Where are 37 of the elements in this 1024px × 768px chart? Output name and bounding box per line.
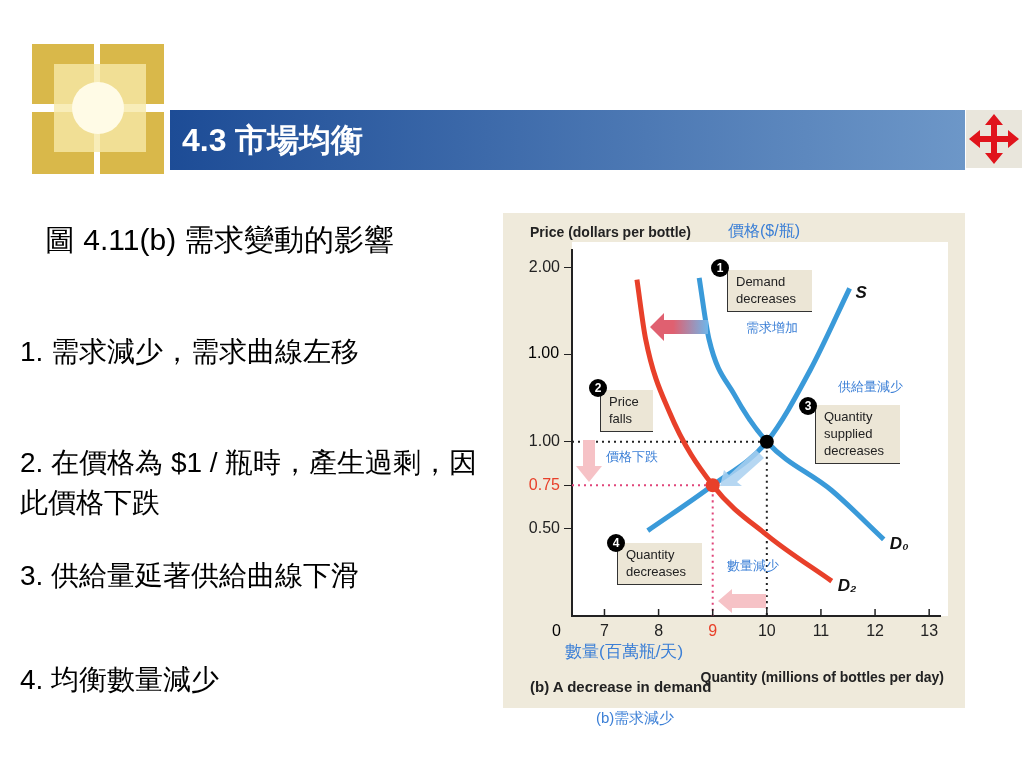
x-tick-label: 13 — [920, 622, 939, 640]
annotation: 2 — [589, 379, 607, 397]
annotation: 1 — [711, 259, 729, 277]
x-tick-label: 7 — [600, 622, 610, 640]
y-tick-label: 0.75 — [528, 475, 561, 493]
x-tick-label: 11 — [812, 622, 830, 640]
y-tick-label: 0.50 — [528, 519, 561, 537]
series-label: D₂ — [837, 576, 858, 596]
annotation: 3 — [799, 397, 817, 415]
annotation: 4 — [607, 534, 625, 552]
text: 價格($/瓶) — [728, 221, 800, 241]
series-label: D₀ — [889, 534, 909, 554]
series-label: S — [855, 283, 868, 303]
y-tick-label: 1.00 — [528, 432, 561, 450]
text: 數量(百萬瓶/天) — [565, 641, 684, 663]
annotation: 需求增加 — [746, 319, 798, 337]
x-tick-label: 8 — [654, 622, 664, 640]
y-tick-label: 2.00 — [528, 257, 561, 275]
text: 1. 需求減少，需求曲線左移 — [20, 335, 361, 369]
annotation: 價格下跌 — [606, 448, 658, 466]
text: 0 — [552, 622, 561, 640]
annotation: Demand decreases — [727, 270, 812, 312]
annotation: 供給量減少 — [838, 378, 903, 396]
text: 4. 均衡數量減少 — [20, 663, 221, 697]
annotation: Price falls — [600, 390, 653, 432]
text: 4.3 市場均衡 — [182, 121, 364, 160]
text: 2. 在價格為 $1 / 瓶時，產生過剩，因此價格下跌 — [20, 446, 479, 520]
text: (b)需求減少 — [596, 709, 675, 728]
x-tick-label: 10 — [757, 622, 776, 640]
text: 圖 4.11(b) 需求變動的影響 — [45, 222, 395, 258]
x-tick-label: 9 — [708, 622, 718, 640]
annotation: Quantity decreases — [626, 547, 686, 579]
text: 3. 供給量延著供給曲線下滑 — [20, 559, 361, 593]
y-axis-title: Price (dollars per bottle) — [530, 224, 692, 240]
annotation: Quantity supplied decreases — [815, 405, 900, 464]
x-tick-label: 12 — [866, 622, 885, 640]
annotation: 數量減少 — [727, 557, 779, 575]
